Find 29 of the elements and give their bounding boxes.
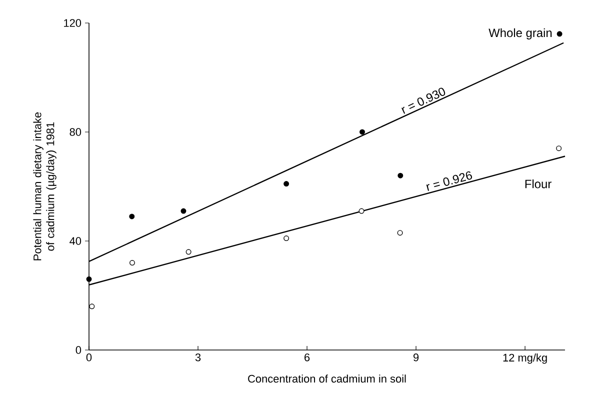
point xyxy=(284,181,290,187)
point xyxy=(130,260,135,266)
x-tick-label: 9 xyxy=(413,354,419,362)
point xyxy=(360,129,365,135)
y-tick-label: 40 xyxy=(70,237,82,245)
y-tick-label: 80 xyxy=(70,128,82,136)
x-axis-title: Concentration of cadmium in soil xyxy=(248,374,406,383)
point xyxy=(284,236,290,242)
point xyxy=(358,208,364,214)
text: Flour xyxy=(525,179,552,188)
point xyxy=(186,249,192,255)
point xyxy=(556,146,562,152)
annotation: r = 0.926 xyxy=(426,171,472,191)
x-tick-label: 0 xyxy=(86,354,92,362)
point xyxy=(556,31,562,37)
point xyxy=(89,304,95,310)
y-tick-label: 120 xyxy=(64,19,82,27)
y-axis-title: Potential human dietary intake of cadmium (µg/day) 1981 xyxy=(33,112,56,260)
point xyxy=(180,208,186,214)
annotation: r = 0.930 xyxy=(401,88,446,114)
point xyxy=(129,214,135,220)
point xyxy=(86,276,92,282)
x-tick-label: 6 xyxy=(304,354,310,362)
point xyxy=(398,172,404,178)
y-tick-label: 0 xyxy=(76,346,82,354)
x-tick-label: 12 mg/kg xyxy=(503,354,547,364)
point xyxy=(397,230,403,236)
x-tick-label: 3 xyxy=(195,354,201,362)
series-label: Whole grain xyxy=(488,28,552,40)
